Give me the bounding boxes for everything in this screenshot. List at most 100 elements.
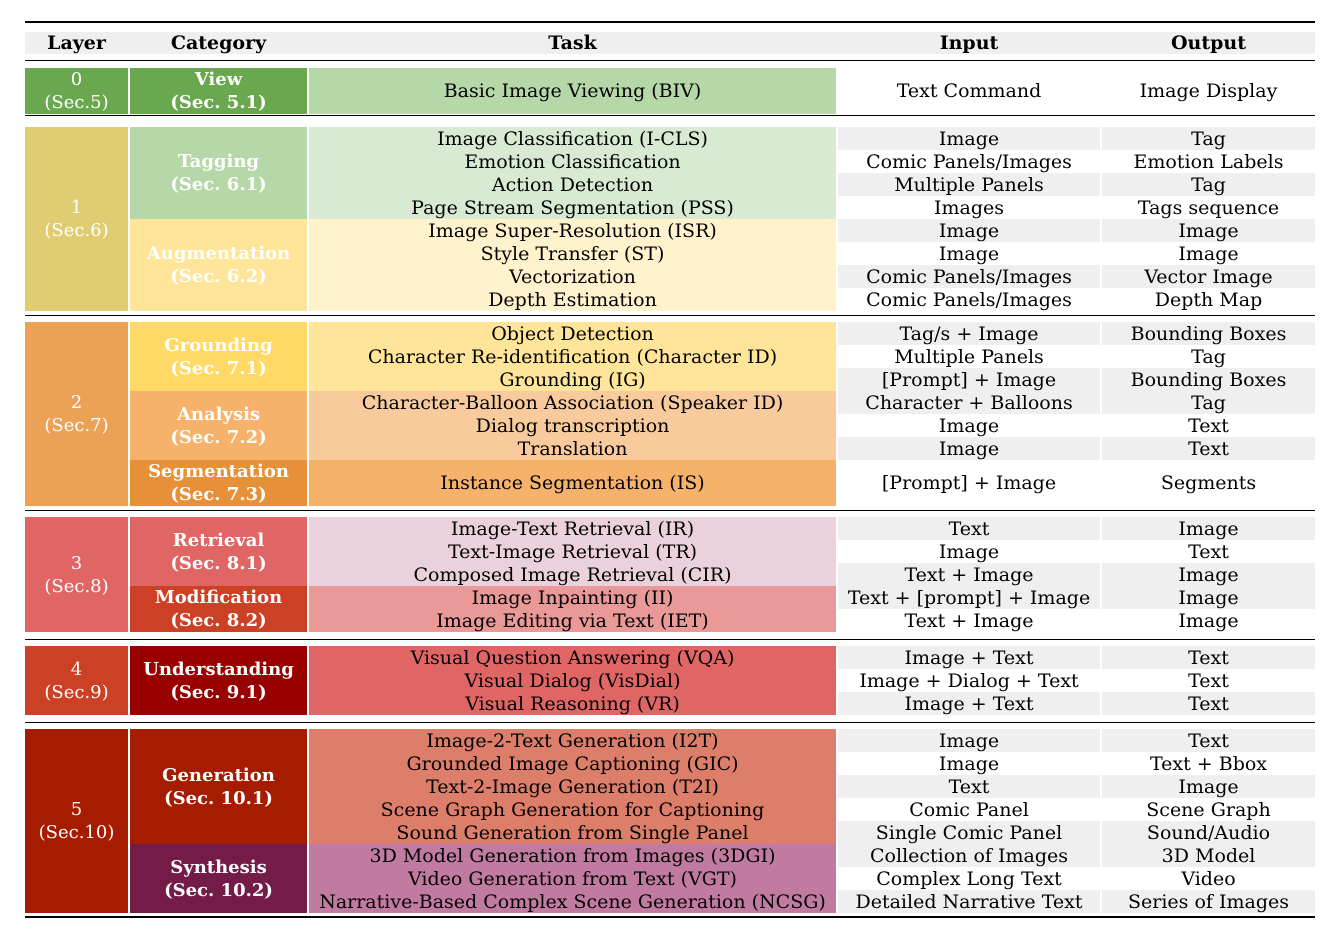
task-cell: Visual Question Answering (VQA)	[410, 646, 735, 669]
category-section: (Sec. 8.2)	[170, 610, 267, 631]
task-cell: Sound Generation from Single Panel	[396, 821, 749, 844]
output-cell: Scene Graph	[1146, 798, 1271, 821]
output-cell: Tag	[1102, 391, 1315, 414]
task-cell: Basic Image Viewing (BIV)	[443, 80, 702, 102]
layer-number: 0	[70, 69, 83, 90]
input-cell: Multiple Panels	[894, 345, 1044, 368]
output-cell: Text	[1188, 540, 1229, 563]
layer-cell: 1 (Sec.6)	[25, 127, 128, 311]
output-cell: Text	[1102, 692, 1315, 715]
task-cell: Image-Text Retrieval (IR)	[450, 517, 695, 540]
category-cell: Modification (Sec. 8.2)	[130, 586, 307, 632]
input-cell: Image + Dialog + Text	[859, 669, 1079, 692]
category-cell: Tagging (Sec. 6.1)	[130, 127, 307, 219]
task-cell: Grounded Image Captioning (GIC)	[406, 752, 739, 775]
task-cell: Character Re-identification (Character I…	[367, 345, 778, 368]
output-cell: Bounding Boxes	[1102, 368, 1315, 391]
task-cell: 3D Model Generation from Images (3DGI)	[369, 844, 776, 867]
input-cell: Comic Panels/Images	[866, 288, 1072, 311]
input-cell: Image	[938, 540, 1000, 563]
output-cell: Image	[1178, 609, 1239, 632]
category-name: Tagging	[177, 151, 260, 172]
output-cell: Image	[1102, 219, 1315, 242]
task-band	[309, 586, 836, 632]
layer-number: 1	[70, 197, 83, 218]
input-cell: Character + Balloons	[838, 391, 1100, 414]
layer-number: 5	[70, 799, 83, 820]
input-cell: Text	[838, 775, 1100, 798]
output-cell: Image Display	[1139, 80, 1278, 102]
task-cell: Grounding (IG)	[499, 368, 646, 391]
task-cell: Narrative-Based Complex Scene Generation…	[319, 890, 826, 913]
group-separator	[25, 639, 1315, 641]
layer-number: 2	[70, 392, 83, 413]
task-cell: Character-Balloon Association (Speaker I…	[361, 391, 784, 414]
category-section: (Sec. 5.1)	[170, 92, 267, 113]
table-rule	[25, 21, 1315, 23]
input-cell: Collection of Images	[838, 844, 1100, 867]
category-name: Synthesis	[170, 856, 267, 878]
category-cell: Retrieval (Sec. 8.1)	[130, 517, 307, 586]
input-cell: [Prompt] + Image	[881, 472, 1057, 494]
category-section: (Sec. 10.2)	[164, 879, 273, 901]
output-cell: Vector Image	[1102, 265, 1315, 288]
task-cell: Emotion Classification	[464, 150, 681, 173]
category-section: (Sec. 10.1)	[164, 787, 273, 809]
input-cell: Single Comic Panel	[838, 821, 1100, 844]
output-cell: Series of Images	[1102, 890, 1315, 913]
input-cell: Image	[938, 242, 1000, 265]
output-cell: Image	[1102, 775, 1315, 798]
task-band	[309, 68, 836, 114]
output-cell: Image	[1102, 563, 1315, 586]
task-band	[309, 460, 836, 506]
category-name: View	[194, 69, 243, 90]
task-cell: Depth Estimation	[488, 288, 657, 311]
layer-section: (Sec.6)	[44, 220, 109, 241]
output-cell: Tag	[1191, 345, 1226, 368]
table-rule	[25, 916, 1315, 918]
layer-cell: 0 (Sec.5)	[25, 68, 128, 114]
input-cell: Image + Text	[838, 692, 1100, 715]
input-cell: Complex Long Text	[876, 867, 1062, 890]
task-cell: Style Transfer (ST)	[480, 242, 665, 265]
category-name: Retrieval	[172, 529, 265, 551]
task-cell: Dialog transcription	[475, 414, 670, 437]
task-band	[309, 646, 836, 715]
output-cell: Image	[1102, 586, 1315, 609]
output-cell: Sound/Audio	[1102, 821, 1315, 844]
task-band	[309, 517, 836, 586]
task-cell: Image Inpainting (II)	[471, 586, 674, 609]
header-task: Task	[548, 32, 597, 54]
category-section: (Sec. 9.1)	[170, 681, 267, 703]
layer-section: (Sec.7)	[44, 415, 109, 436]
category-name: Analysis	[176, 403, 261, 425]
task-band	[309, 127, 836, 219]
layer-cell: 3 (Sec.8)	[25, 517, 128, 632]
category-name: Segmentation	[148, 461, 289, 482]
category-name: Understanding	[143, 658, 294, 680]
output-cell: Video	[1181, 867, 1236, 890]
header-band	[25, 32, 1315, 54]
task-cell: Visual Reasoning (VR)	[465, 692, 680, 715]
task-cell: Text-Image Retrieval (TR)	[447, 540, 698, 563]
task-cell: Translation	[517, 437, 628, 460]
layer-cell: 5 (Sec.10)	[25, 729, 128, 913]
header-input: Input	[939, 32, 999, 54]
category-cell: Augmentation (Sec. 6.2)	[130, 219, 307, 311]
input-cell: Text Command	[896, 80, 1042, 102]
input-cell: Text + Image	[904, 609, 1034, 632]
output-cell: Tags sequence	[1137, 196, 1280, 219]
task-cell: Page Stream Segmentation (PSS)	[411, 196, 734, 219]
task-band	[309, 844, 836, 913]
output-cell: Text	[1188, 669, 1229, 692]
group-separator	[25, 315, 1315, 317]
table-rule	[25, 60, 1315, 62]
header-category: Category	[170, 32, 267, 54]
input-cell: Image	[838, 729, 1100, 752]
task-cell: Action Detection	[491, 173, 654, 196]
input-cell: Detailed Narrative Text	[838, 890, 1100, 913]
header-layer: Layer	[47, 32, 106, 54]
layer-section: (Sec.10)	[38, 822, 115, 843]
input-cell: [Prompt] + Image	[838, 368, 1100, 391]
task-cell: Scene Graph Generation for Captioning	[380, 798, 765, 821]
